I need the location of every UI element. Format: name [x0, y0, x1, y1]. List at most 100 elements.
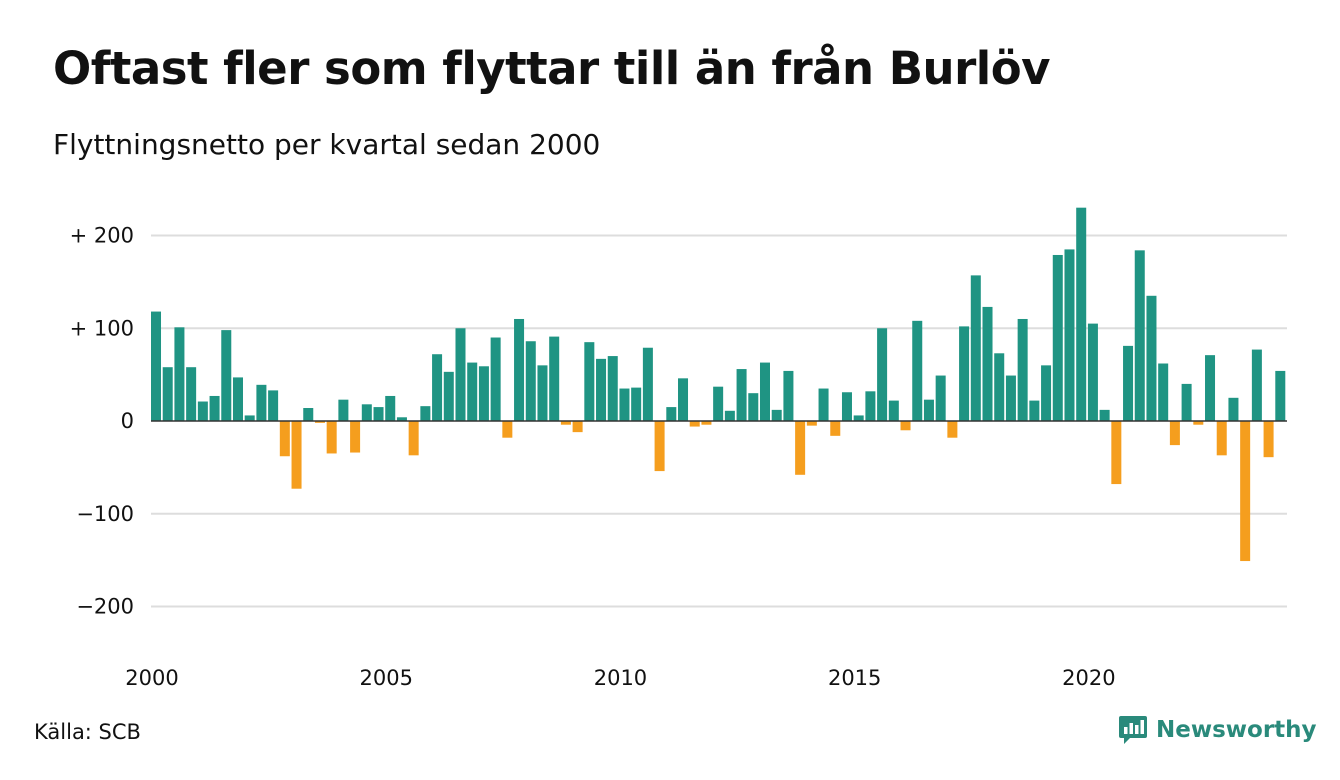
bar: [724, 410, 735, 421]
bar: [303, 408, 314, 421]
bar: [900, 421, 911, 431]
bar: [713, 386, 724, 421]
bar: [443, 371, 454, 421]
x-tick-label: 2005: [360, 666, 413, 690]
bar: [912, 320, 923, 421]
bar: [268, 390, 279, 421]
bar: [1158, 363, 1169, 422]
bar: [1146, 295, 1157, 421]
bar: [1123, 345, 1134, 421]
bar: [1275, 370, 1286, 422]
bar: [221, 330, 232, 421]
bar: [537, 365, 548, 421]
bar: [408, 421, 419, 456]
bar: [186, 367, 197, 421]
x-axis-ticks: 2000 2005 2010 2015 2020: [125, 666, 1115, 690]
bar: [1193, 421, 1204, 425]
bar: [877, 328, 888, 421]
bar: [350, 421, 361, 453]
bar: [666, 407, 677, 421]
bar: [467, 362, 478, 421]
bar: [771, 409, 782, 421]
y-tick-label: −200: [76, 595, 134, 619]
bar: [420, 406, 431, 421]
bar: [923, 399, 934, 421]
bar: [1052, 254, 1063, 421]
y-axis-ticks: + 200 + 100 0 −100 −200: [70, 224, 134, 619]
bar: [549, 336, 560, 421]
bar: [865, 391, 876, 421]
bar: [572, 421, 583, 433]
bar: [806, 421, 817, 426]
bar: [373, 407, 384, 421]
bar: [654, 421, 665, 472]
bar: [1228, 397, 1239, 421]
bar: [888, 400, 899, 422]
bar: [1169, 421, 1180, 446]
y-tick-label: 0: [121, 409, 134, 433]
y-tick-label: + 100: [70, 316, 134, 340]
bar: [795, 421, 806, 475]
bar: [1181, 383, 1192, 421]
bar: [197, 401, 208, 421]
x-tick-label: 2010: [594, 666, 647, 690]
bar: [642, 347, 653, 421]
bar: [959, 326, 970, 421]
bar: [1005, 375, 1016, 421]
brand-logo: Newsworthy: [1118, 714, 1317, 746]
bar: [514, 318, 525, 422]
bar: [1099, 409, 1110, 421]
bar: [935, 375, 946, 421]
brand-name: Newsworthy: [1156, 717, 1317, 743]
bar: [1111, 421, 1122, 485]
bar: [994, 353, 1005, 421]
bar: [432, 354, 443, 421]
x-tick-label: 2020: [1062, 666, 1115, 690]
bar: [151, 311, 162, 421]
bar: [1134, 250, 1145, 421]
bar: [631, 387, 642, 421]
bar: [947, 421, 958, 438]
bar: [162, 367, 173, 421]
bar: [502, 421, 513, 438]
bar: [982, 306, 993, 421]
bar: [1064, 249, 1075, 421]
bar: [326, 421, 337, 454]
bar: [1087, 323, 1098, 421]
bar: [607, 356, 618, 421]
bar-chart: + 200 + 100 0 −100 −200 2000 2005 2010 2015 2020: [70, 207, 1287, 690]
bar: [1251, 349, 1262, 421]
bars: [151, 207, 1286, 562]
bar: [314, 421, 325, 423]
bar: [1263, 421, 1274, 458]
bar: [748, 393, 759, 421]
newsworthy-logo-icon: [1119, 716, 1147, 744]
bar: [279, 421, 290, 457]
bar: [232, 377, 243, 421]
bar: [783, 370, 794, 422]
bar: [1240, 421, 1251, 562]
bar: [385, 395, 396, 421]
bar: [1076, 207, 1087, 421]
bar: [1041, 365, 1052, 421]
bar: [818, 388, 829, 421]
y-tick-label: + 200: [70, 224, 134, 248]
bar: [619, 388, 630, 421]
x-tick-label: 2015: [828, 666, 881, 690]
bar: [396, 417, 407, 421]
bar: [525, 341, 536, 422]
bar: [596, 358, 607, 421]
y-tick-label: −100: [76, 502, 134, 526]
chart-subtitle: Flyttningsnetto per kvartal sedan 2000: [53, 128, 601, 161]
bar: [970, 275, 981, 421]
bar: [1216, 421, 1227, 456]
bar: [560, 421, 571, 425]
bar: [701, 421, 712, 425]
bar: [174, 327, 185, 421]
bar: [244, 415, 255, 421]
bar: [478, 366, 489, 421]
bar: [1029, 400, 1040, 422]
bar: [209, 395, 220, 421]
bar: [736, 369, 747, 421]
bar: [853, 415, 864, 421]
